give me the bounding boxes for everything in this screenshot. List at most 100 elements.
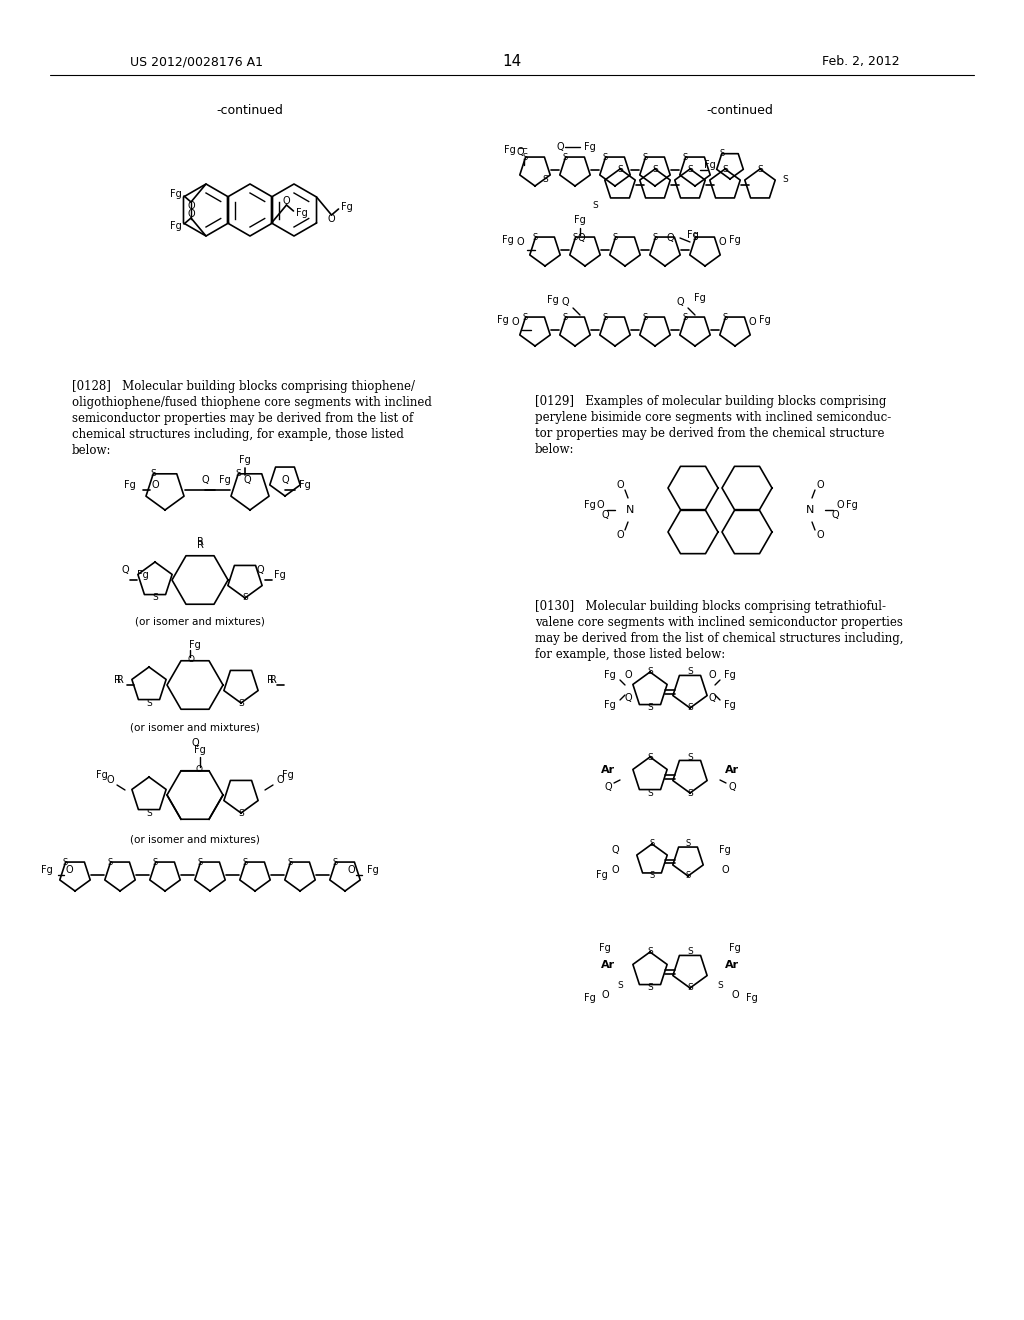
Text: O: O	[616, 531, 624, 540]
Text: below:: below:	[535, 444, 574, 455]
Text: S: S	[643, 313, 648, 322]
Text: S: S	[687, 983, 693, 993]
Text: S: S	[719, 149, 724, 158]
Text: S: S	[683, 153, 688, 161]
Text: for example, those listed below:: for example, those listed below:	[535, 648, 725, 661]
Text: S: S	[693, 232, 698, 242]
Text: O: O	[731, 990, 738, 1001]
Text: S: S	[687, 752, 693, 762]
Text: Fg: Fg	[746, 993, 758, 1003]
Text: Q: Q	[728, 781, 736, 792]
Text: Q: Q	[561, 297, 568, 308]
Text: Q: Q	[121, 565, 129, 576]
Text: S: S	[643, 153, 648, 161]
Text: Q: Q	[611, 845, 618, 855]
Text: Q: Q	[831, 510, 839, 520]
Text: S: S	[198, 858, 203, 866]
Text: -continued: -continued	[216, 103, 284, 116]
Text: O: O	[837, 500, 844, 510]
Text: S: S	[647, 983, 653, 993]
Text: Fg: Fg	[846, 500, 858, 510]
Text: Q: Q	[516, 147, 524, 157]
Text: S: S	[717, 981, 723, 990]
Text: S: S	[653, 232, 658, 242]
Text: Fg: Fg	[729, 942, 741, 953]
Text: O: O	[347, 865, 354, 875]
Text: S: S	[62, 858, 69, 866]
Text: semiconductor properties may be derived from the list of: semiconductor properties may be derived …	[72, 412, 414, 425]
Text: O: O	[816, 480, 824, 490]
Text: S: S	[723, 313, 728, 322]
Text: Fg: Fg	[299, 480, 311, 490]
Text: Q: Q	[676, 297, 684, 308]
Text: —: —	[517, 143, 527, 153]
Text: S: S	[685, 840, 690, 849]
Text: O: O	[611, 865, 618, 875]
Text: Q: Q	[667, 234, 674, 243]
Text: Fg: Fg	[599, 942, 611, 953]
Text: S: S	[532, 232, 539, 242]
Text: S: S	[649, 871, 654, 880]
Text: S: S	[108, 858, 114, 866]
Text: S: S	[782, 176, 787, 185]
Text: Fg: Fg	[137, 570, 148, 579]
Text: Fg: Fg	[729, 235, 741, 246]
Text: R: R	[114, 675, 121, 685]
Text: S: S	[242, 594, 248, 602]
Text: S: S	[573, 232, 579, 242]
Text: O: O	[601, 990, 609, 1001]
Text: S: S	[722, 165, 728, 173]
Text: Ar: Ar	[725, 960, 739, 970]
Text: S: S	[652, 165, 657, 173]
Text: oligothiophene/fused thiophene core segments with inclined: oligothiophene/fused thiophene core segm…	[72, 396, 432, 409]
Text: S: S	[592, 201, 598, 210]
Text: Fg: Fg	[189, 640, 201, 649]
Text: S: S	[683, 313, 688, 322]
Text: S: S	[146, 808, 152, 817]
Text: S: S	[687, 948, 693, 957]
Text: Fg: Fg	[584, 993, 596, 1003]
Text: O: O	[106, 775, 114, 785]
Text: S: S	[243, 858, 248, 866]
Text: N: N	[806, 506, 814, 515]
Text: Fg: Fg	[687, 230, 698, 240]
Text: O: O	[511, 317, 519, 327]
Text: S: S	[542, 176, 548, 185]
Text: O: O	[516, 238, 524, 247]
Text: O: O	[187, 201, 195, 211]
Text: Fg: Fg	[502, 235, 514, 246]
Text: below:: below:	[72, 444, 112, 457]
Text: Ar: Ar	[601, 766, 615, 775]
Text: O: O	[276, 775, 284, 785]
Text: O: O	[749, 317, 756, 327]
Text: chemical structures including, for example, those listed: chemical structures including, for examp…	[72, 428, 403, 441]
Text: S: S	[563, 153, 568, 161]
Text: Fg: Fg	[504, 145, 516, 154]
Text: Fg: Fg	[170, 220, 182, 231]
Text: S: S	[239, 698, 244, 708]
Text: Fg: Fg	[604, 700, 615, 710]
Text: S: S	[685, 871, 690, 880]
Text: Fg: Fg	[195, 744, 206, 755]
Text: Fg: Fg	[341, 202, 352, 213]
Text: (or isomer and mixtures): (or isomer and mixtures)	[130, 723, 260, 733]
Text: S: S	[647, 752, 653, 762]
Text: S: S	[333, 858, 338, 866]
Text: tor properties may be derived from the chemical structure: tor properties may be derived from the c…	[535, 426, 885, 440]
Text: Q: Q	[201, 475, 209, 484]
Text: O: O	[152, 480, 159, 490]
Text: Q: Q	[556, 143, 564, 152]
Text: Fg: Fg	[96, 770, 108, 780]
Text: Q: Q	[604, 781, 611, 792]
Text: S: S	[603, 153, 608, 161]
Text: Q: Q	[578, 234, 585, 243]
Text: S: S	[603, 313, 608, 322]
Text: S: S	[146, 698, 152, 708]
Text: Fg: Fg	[759, 315, 771, 325]
Text: O: O	[283, 195, 290, 206]
Text: -continued: -continued	[707, 103, 773, 116]
Text: S: S	[239, 808, 244, 817]
Text: O: O	[196, 766, 203, 775]
Text: S: S	[151, 470, 156, 478]
Text: R: R	[117, 675, 124, 685]
